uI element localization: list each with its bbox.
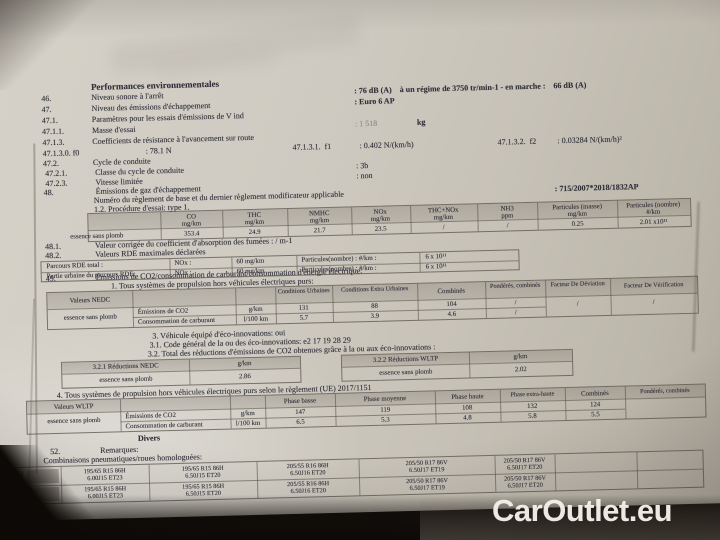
rim-size: 6.50J16 ET20 <box>290 487 327 496</box>
cell-value: 6.5 <box>296 418 305 426</box>
coef-f0-value: : 78.1 N <box>145 145 172 156</box>
cell-value: 5.7 <box>299 314 309 322</box>
row-value: : non <box>356 170 373 181</box>
deviation-factor-value: / <box>576 300 579 308</box>
row-number: 47.1.1. <box>41 126 65 137</box>
col-header-unit: mg/km <box>244 218 265 226</box>
rim-size: 6.50J17 ET19 <box>409 484 446 493</box>
coef-f0-number: 47.1.3.0. f0 <box>42 148 80 159</box>
verification-factor-value: / <box>652 298 655 306</box>
fuel-row-label: essence sans plomb <box>47 416 101 426</box>
rde-cell: 60 mg/km <box>236 257 265 266</box>
cell-value: 24.9 <box>248 228 261 236</box>
col-header-unit: mg/km <box>181 219 202 228</box>
rim-size: 6.50J17 ET20 <box>507 481 543 490</box>
document-sheet: Performances environnementales 46. Nivea… <box>0 0 720 522</box>
cell-value: 132 <box>527 402 538 410</box>
cell-value: 4.6 <box>447 310 457 318</box>
row-number: 47.2.1. <box>45 168 68 179</box>
row-value: : 76 dB (A) à un régime de 3750 tr/min-1… <box>354 80 587 96</box>
coef-f2-number: 47.1.3.2. f2 <box>497 136 537 147</box>
row-unit: kg <box>416 117 426 127</box>
row-number: 47.1. <box>41 115 58 126</box>
cell-value: 2.01 x10¹¹ <box>639 217 668 226</box>
regulation-number: : 715/2007*2018/1832AP <box>554 182 639 194</box>
row-label: Masse d'essai <box>91 124 136 135</box>
cell-value: 147 <box>295 408 306 416</box>
col-header-unit: mg/km <box>309 216 330 224</box>
divers-title: Divers <box>137 433 161 443</box>
row-desc: Émissions de CO2 <box>125 411 177 420</box>
fuel-row-label: essence sans plomb <box>63 313 118 322</box>
col-header-unit: mg/km <box>370 214 391 223</box>
cell-value: 131 <box>298 304 309 312</box>
row-desc: Émissions de CO2 <box>137 307 189 316</box>
col-header: Conditions Urbaines <box>277 286 330 296</box>
table-line <box>419 252 421 272</box>
row-number: 48. <box>43 187 54 198</box>
cell-value: 5.8 <box>528 412 537 420</box>
col-header-unit: ppm <box>501 211 514 220</box>
cell-value: 23.5 <box>374 225 387 233</box>
cell-value: 0.25 <box>571 220 584 228</box>
rde-cell: 6 x 10¹¹ <box>425 262 447 271</box>
cell-value: 119 <box>380 406 391 414</box>
row-unit: g/km <box>240 409 255 417</box>
col-header-unit: mg/km <box>433 213 454 221</box>
rim-size: 6.50J15 ET20 <box>185 489 222 498</box>
row-unit: g/km <box>248 305 263 313</box>
col-header: Pondérés, combinés <box>489 281 541 290</box>
coef-f1-number: 47.1.3.1. f1 <box>292 141 332 152</box>
wltp-reductions-table: 3.2.2 Réductions WLTP g/km essence sans … <box>340 348 574 382</box>
coef-f1-value: : 0.402 N/(km/h) <box>359 139 414 151</box>
row-unit: l/100 km <box>235 419 261 427</box>
fuel-row-label: essence sans plomb <box>379 368 433 377</box>
cell-value: 108 <box>462 403 473 412</box>
cell-value: 21.7 <box>313 226 326 234</box>
cell-value: / <box>514 298 517 306</box>
nedc-reductions-table: 3.2.1 Réductions NEDC g/km essence sans … <box>60 355 302 389</box>
rde-cell: Parcours RDE total : <box>46 261 104 271</box>
rim-size: 6.00J15 ET23 <box>87 492 124 501</box>
rde-cell: 6 x 10¹¹ <box>425 253 447 261</box>
caroutlet-watermark: CarOutlet.eu <box>492 493 673 528</box>
row-label: Coefficients de résistance à l'avancemen… <box>92 132 255 146</box>
cell-value: 3.9 <box>370 312 380 320</box>
cell-value: 2.02 <box>514 366 527 374</box>
cell-value: 5.3 <box>381 416 390 424</box>
row-label: Paramètres pour les essais d'émissions d… <box>91 111 244 124</box>
row-unit: l/100 km <box>243 315 269 323</box>
row-value: : 1 518 <box>354 118 378 129</box>
row-number: 47. <box>41 104 52 115</box>
coef-f2-value: : 0.03284 N/(km/h)² <box>557 134 622 146</box>
cell-value: / <box>442 223 445 231</box>
row-desc: Consommation de carburant <box>125 420 203 430</box>
cell-value: 353.4 <box>183 229 200 238</box>
row-number: 46. <box>41 93 52 104</box>
cell-value: 104 <box>446 300 457 308</box>
cell-value: / <box>514 308 517 316</box>
rde-cell: NOx : <box>174 259 192 268</box>
row-value: : Euro 6 AP <box>354 96 395 107</box>
row-number: 47.2. <box>42 158 60 169</box>
col-header: Combinés <box>581 389 609 398</box>
fuel-row-label: essence sans plomb <box>99 375 153 384</box>
tyre-row-label: E2 <box>17 488 25 496</box>
row-number: 47.1.3. <box>42 137 65 148</box>
row-label: Niveau sonore à l'arrêt <box>91 91 164 102</box>
page-crease <box>28 298 36 479</box>
row-number: 48.2. <box>45 250 62 261</box>
cell-value: 2.86 <box>238 373 251 381</box>
cell-value: 88 <box>371 302 379 310</box>
cell-value: 5.5 <box>591 410 600 418</box>
cell-value: 4.8 <box>463 413 472 422</box>
cell-value: / <box>506 221 509 230</box>
row-number: 49. <box>45 273 56 284</box>
tyre-row-label: E1 <box>16 470 24 478</box>
cell-value: 124 <box>589 400 601 408</box>
row-desc: Consommation de carburant <box>137 316 216 326</box>
row-value: : 3b <box>355 160 369 171</box>
